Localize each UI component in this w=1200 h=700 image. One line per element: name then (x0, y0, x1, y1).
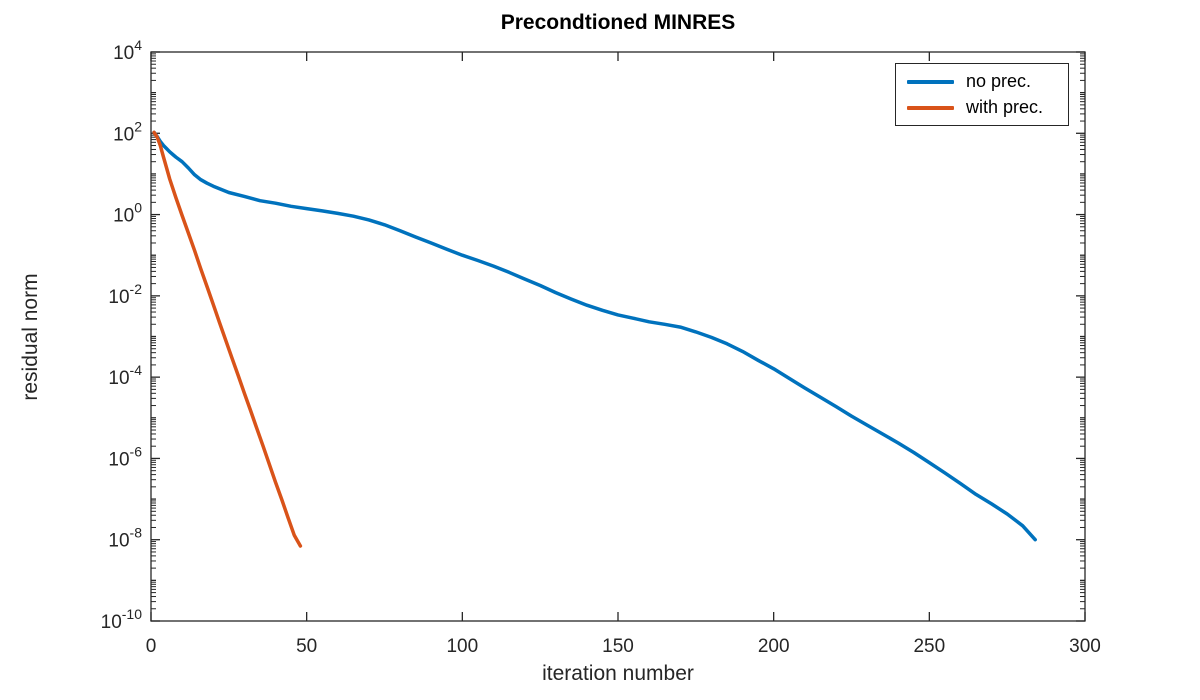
chart-title: Precondtioned MINRES (500, 11, 736, 34)
y-tick-label: 100 (113, 200, 142, 227)
x-tick-label: 0 (146, 636, 157, 657)
x-tick-label: 250 (913, 636, 945, 657)
legend-label-with-prec: with prec. (966, 97, 1044, 117)
series-line-no-prec (152, 130, 1037, 542)
legend: no prec. with prec. (895, 63, 1069, 126)
y-axis-label: residual norm (19, 273, 42, 401)
x-tick-label: 50 (296, 636, 317, 657)
x-tick-label: 100 (446, 636, 478, 657)
y-tick-label: 10-6 (108, 443, 142, 470)
legend-label-no-prec: no prec. (966, 71, 1032, 91)
y-tick-label: 10-8 (108, 525, 142, 552)
y-tick-label: 104 (113, 37, 142, 64)
y-tick-label: 10-4 (108, 362, 142, 389)
x-axis-label: iteration number (542, 662, 694, 685)
y-tick-label: 102 (113, 118, 142, 145)
legend-entry-with-prec: with prec. (896, 97, 1068, 118)
axes-box (150, 51, 1086, 622)
legend-line-sample-no-prec (907, 79, 954, 84)
x-tick-label: 300 (1069, 636, 1101, 657)
series-line-with-prec (152, 130, 303, 548)
y-tick-label: 10-2 (108, 281, 142, 308)
y-tick-label: 10-10 (101, 606, 143, 633)
x-tick-label: 150 (602, 636, 634, 657)
legend-entry-no-prec: no prec. (896, 71, 1068, 92)
x-tick-label: 200 (758, 636, 790, 657)
legend-line-sample-with-prec (907, 105, 954, 110)
